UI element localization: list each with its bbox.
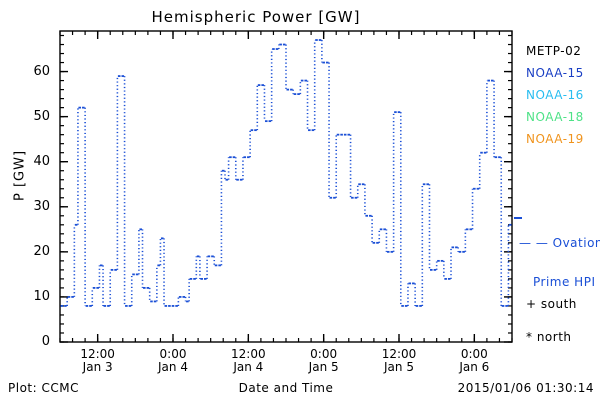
y-tick-label: 30 <box>33 198 50 214</box>
plot-credit: Plot: CCMC <box>8 381 79 395</box>
legend-marker-symbol-north: * <box>526 330 533 344</box>
x-tick-date: Jan 4 <box>158 360 188 374</box>
legend-item-noaa-15: NOAA-15 <box>526 66 584 80</box>
x-tick-label: 12:00 Jan 5 <box>364 348 434 374</box>
x-tick-date: Jan 5 <box>308 360 339 374</box>
page-title: Hemispheric Power [GW] <box>151 8 361 26</box>
legend-ovation-line2: Prime HPI <box>533 275 596 289</box>
y-tick-label: 0 <box>41 334 50 349</box>
legend-marker-symbol-south: + <box>526 297 537 311</box>
legend-ovation-line1: — — Ovation <box>519 236 600 250</box>
x-tick-time: 0:00 <box>159 347 187 361</box>
axis-frame <box>59 30 513 343</box>
legend-marker-north: * north <box>526 330 572 344</box>
x-tick-date: Jan 3 <box>82 360 113 374</box>
x-tick-label: 12:00 Jan 3 <box>63 348 133 374</box>
legend-item-metp-02: METP-02 <box>526 44 582 58</box>
legend-marker-label-north: north <box>532 330 572 344</box>
y-tick-label: 60 <box>33 63 50 79</box>
x-tick-label: 12:00 Jan 4 <box>213 348 283 374</box>
data-series-group <box>60 39 522 307</box>
x-axis-title: Date and Time <box>238 381 334 395</box>
x-tick-label: 0:00 Jan 5 <box>289 348 359 374</box>
legend-item-noaa-16: NOAA-16 <box>526 88 584 102</box>
x-tick-date: Jan 4 <box>233 360 264 374</box>
legend-ovation-prime-hpi: — — Ovation Prime HPI <box>519 211 600 315</box>
x-tick-label: 0:00 Jan 4 <box>138 348 208 374</box>
x-tick-time: 12:00 <box>381 347 417 361</box>
x-tick-label: 0:00 Jan 6 <box>439 348 509 374</box>
y-tick-label: 20 <box>33 243 50 259</box>
x-tick-time: 0:00 <box>460 347 488 361</box>
x-tick-time: 0:00 <box>310 347 338 361</box>
y-tick-label: 50 <box>33 108 50 124</box>
timestamp: 2015/01/06 01:30:14 <box>457 381 594 395</box>
legend-item-noaa-19: NOAA-19 <box>526 132 584 146</box>
x-tick-time: 12:00 <box>231 347 266 361</box>
x-tick-date: Jan 6 <box>459 360 490 374</box>
y-tick-label: 40 <box>33 153 50 169</box>
x-tick-date: Jan 5 <box>384 360 414 374</box>
legend-marker-label-south: south <box>536 297 577 311</box>
x-tick-time: 12:00 <box>80 347 115 361</box>
legend-item-noaa-18: NOAA-18 <box>526 110 584 124</box>
y-tick-label: 10 <box>33 288 50 304</box>
legend-marker-south: + south <box>526 297 577 311</box>
